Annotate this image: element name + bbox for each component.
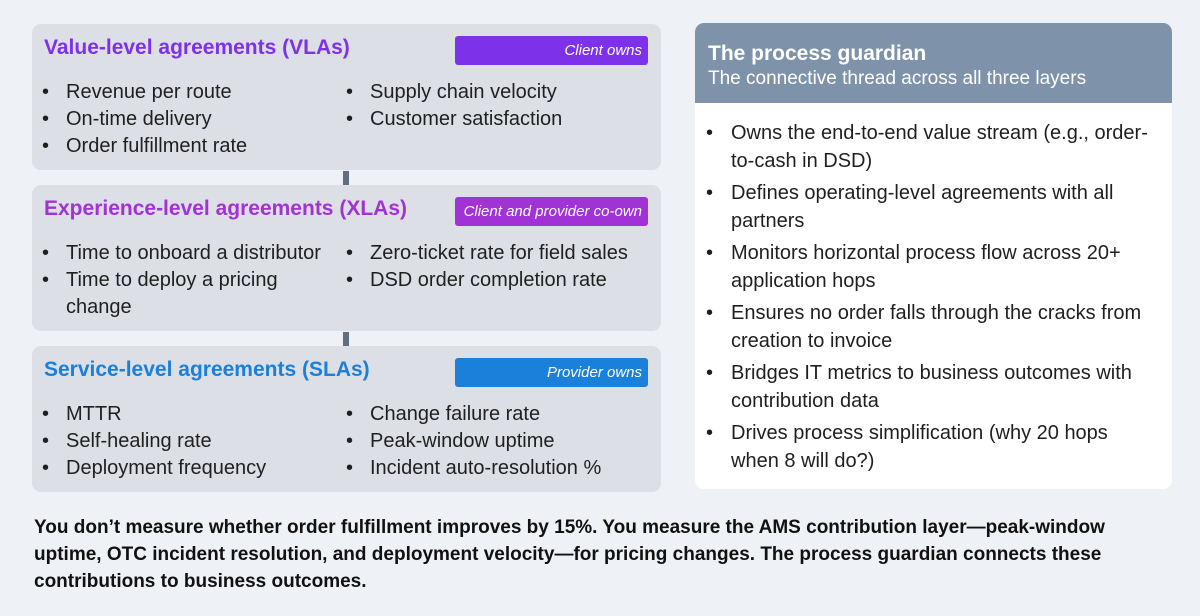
process-guardian-list: Owns the end-to-end value stream (e.g., … [704,119,1159,479]
list-item: Zero-ticket rate for field sales [344,240,654,267]
sla-left-list: MTTR Self-healing rate Deployment freque… [40,401,340,482]
list-item: Self-healing rate [40,428,340,455]
list-item: Order fulfillment rate [40,133,340,160]
vla-right-list: Supply chain velocity Customer satisfact… [344,79,644,133]
process-guardian-title: The process guardian [708,42,927,65]
sla-title: Service-level agreements (SLAs) [44,358,370,381]
list-item: Bridges IT metrics to business outcomes … [704,359,1159,415]
list-item: Monitors horizontal process flow across … [704,239,1159,295]
list-item: Incident auto-resolution % [344,455,654,482]
list-item: Deployment frequency [40,455,340,482]
list-item: Ensures no order falls through the crack… [704,299,1159,355]
list-item: Drives process simplification (why 20 ho… [704,419,1159,475]
list-item: Defines operating-level agreements with … [704,179,1159,235]
xla-left-list: Time to onboard a distributor Time to de… [40,240,340,321]
vla-owner-badge: Client owns [455,36,648,65]
list-item: Revenue per route [40,79,340,106]
vla-panel: Value-level agreements (VLAs) Client own… [32,24,661,170]
xla-owner-badge: Client and provider co-own [455,197,648,226]
list-item: Supply chain velocity [344,79,644,106]
list-item: DSD order completion rate [344,267,654,294]
process-guardian-header: The process guardian The connective thre… [695,23,1172,103]
list-item: On-time delivery [40,106,340,133]
list-item: Owns the end-to-end value stream (e.g., … [704,119,1159,175]
xla-title: Experience-level agreements (XLAs) [44,197,407,220]
process-guardian-subtitle: The connective thread across all three l… [708,68,1087,89]
list-item: Peak-window uptime [344,428,654,455]
vla-title: Value-level agreements (VLAs) [44,36,350,59]
vla-left-list: Revenue per route On-time delivery Order… [40,79,340,160]
sla-owner-badge: Provider owns [455,358,648,387]
list-item: MTTR [40,401,340,428]
list-item: Customer satisfaction [344,106,644,133]
vla-xla-connector [343,171,349,185]
process-guardian-card: The process guardian The connective thre… [695,23,1172,489]
sla-panel: Service-level agreements (SLAs) Provider… [32,346,661,492]
xla-right-list: Zero-ticket rate for field sales DSD ord… [344,240,654,294]
footer-statement: You don’t measure whether order fulfillm… [34,517,1105,592]
list-item: Time to deploy a pricing change [40,267,340,321]
list-item: Change failure rate [344,401,654,428]
xla-sla-connector [343,332,349,346]
list-item: Time to onboard a distributor [40,240,340,267]
xla-panel: Experience-level agreements (XLAs) Clien… [32,185,661,331]
sla-right-list: Change failure rate Peak-window uptime I… [344,401,654,482]
